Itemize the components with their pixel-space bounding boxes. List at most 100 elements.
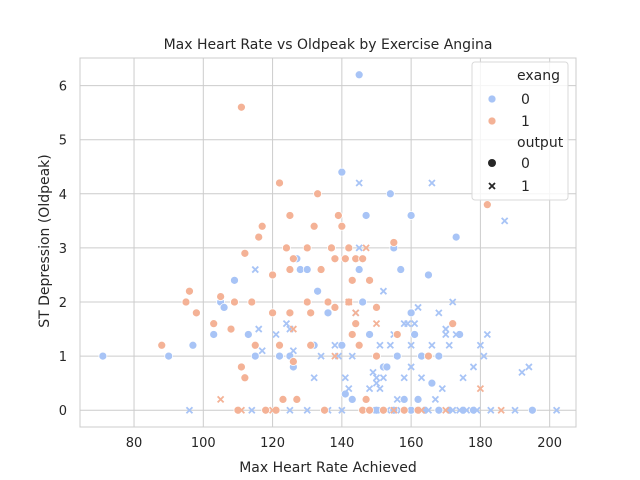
x-tick-label: 140 [329,436,354,451]
scatter-point [392,351,402,361]
scatter-point [209,319,219,329]
scatter-point [306,340,316,350]
scatter-point-x [376,384,384,393]
chart-title: Max Heart Rate vs Oldpeak by Exercise An… [164,37,493,53]
legend-marker-output-0 [488,159,496,167]
legend-marker-exang-0 [487,94,497,104]
scatter-point [216,292,226,301]
scatter-point [527,405,537,415]
scatter-point-x [303,406,311,414]
scatter-point-x [417,374,426,382]
scatter-point-x [400,374,408,382]
scatter-point [372,351,381,361]
scatter-point [219,303,229,312]
scatter-point [164,351,174,361]
scatter-point [275,351,284,361]
scatter-point [406,308,416,318]
scatter-point-x [518,368,526,376]
scatter-point-x [428,179,436,187]
scatter-point-x [282,320,291,328]
scatter-point-x [362,244,370,252]
scatter-point [309,221,319,231]
scatter-point [392,330,402,339]
scatter-point [285,211,295,220]
scatter-point-x [286,406,294,414]
scatter-point [237,362,246,372]
scatter-point [181,297,191,307]
y-tick-label: 0 [59,404,67,419]
scatter-point-x [442,406,450,414]
y-tick-label: 2 [59,296,67,311]
scatter-point-x [310,374,318,382]
scatter-point-x [352,309,360,317]
scatter-point [347,330,357,339]
scatter-point [327,243,336,253]
y-tick-label: 4 [59,188,67,203]
scatter-point-x [237,406,246,414]
scatter-point [313,189,322,199]
scatter-point [257,221,267,231]
scatter-point-x [355,244,363,252]
scatter-point [361,211,371,220]
scatter-point-x [410,320,419,328]
scatter-point [410,330,419,339]
scatter-point-x [487,406,495,414]
scatter-point-x [331,341,339,349]
scatter-point-x [272,330,280,339]
scatter-point [254,232,264,242]
scatter-point [240,248,250,258]
scatter-point-x [414,303,422,312]
scatter-point-x [449,298,457,306]
scatter-point [361,395,371,404]
scatter-point [434,351,444,361]
scatter-point [306,308,316,318]
legend-label-exang-0: 0 [521,92,530,108]
scatter-point [334,211,343,220]
scatter-point-x [501,217,509,225]
scatter-point-x [268,406,277,414]
scatter-point [323,297,333,307]
scatter-point-x [372,320,381,328]
scatter-point [358,297,368,307]
legend-marker-output-1 [488,182,496,190]
scatter-point [302,265,312,274]
scatter-point-x [185,406,194,414]
scatter-point [385,189,395,199]
scatter-point [250,351,260,361]
scatter-point [98,351,108,361]
legend-style-title: output [517,135,564,151]
scatter-point [482,200,492,210]
scatter-point-x [435,309,443,317]
scatter-point [261,405,271,415]
scatter-point [302,243,312,253]
scatter-point [313,286,322,296]
y-tick-label: 3 [59,242,67,257]
y-tick-label: 6 [59,80,67,95]
scatter-point-x [483,330,491,339]
scatter-point-x [372,379,381,387]
scatter-point [316,265,326,274]
scatter-point [451,232,461,242]
scatter-point [188,340,198,350]
scatter-point-x [331,352,339,360]
scatter-point [372,303,381,312]
scatter-point-x [255,325,263,333]
data-points [98,70,561,415]
x-tick-label: 200 [537,436,562,451]
scatter-point [247,297,257,307]
scatter-point [427,378,437,388]
scatter-point-x [341,374,349,382]
scatter-point-x [476,384,485,393]
scatter-point [337,221,347,231]
scatter-point [382,362,392,372]
scatter-point [330,254,340,264]
scatter-point [399,405,409,415]
x-tick-label: 180 [468,436,493,451]
scatter-point-x [369,368,377,376]
x-tick-label: 120 [260,436,285,451]
scatter-point-x [379,374,388,382]
scatter-point-x [462,406,471,414]
scatter-point [282,243,291,253]
scatter-point-x [317,352,325,360]
